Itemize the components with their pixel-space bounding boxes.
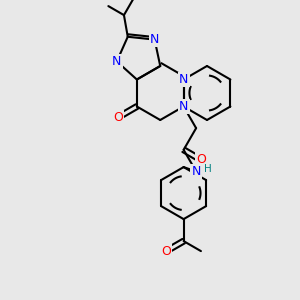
Text: O: O: [113, 111, 123, 124]
Text: O: O: [161, 244, 171, 258]
Text: N: N: [179, 100, 188, 113]
Text: N: N: [112, 55, 122, 68]
Text: O: O: [196, 153, 206, 166]
Text: H: H: [204, 164, 212, 175]
Text: N: N: [150, 33, 159, 46]
Text: N: N: [191, 165, 201, 178]
Text: N: N: [179, 73, 188, 86]
